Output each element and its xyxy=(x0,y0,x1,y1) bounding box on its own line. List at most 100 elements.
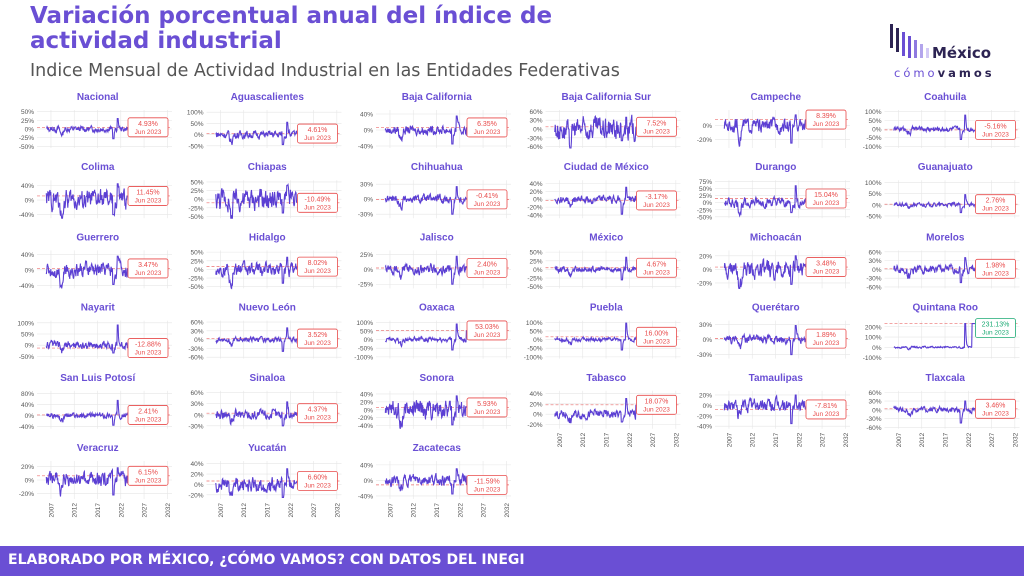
y-tick-label: -100% xyxy=(863,355,882,362)
x-tick-label: 2022 xyxy=(966,432,973,447)
y-tick-label: -25% xyxy=(188,205,203,212)
series-line xyxy=(723,185,806,218)
panel-title: Nuevo León xyxy=(239,303,296,314)
series-line xyxy=(554,398,637,424)
y-tick-label: -60% xyxy=(188,355,203,362)
y-tick-label: -50% xyxy=(866,135,881,142)
panel-title: Yucatán xyxy=(248,443,286,454)
panel-title: Morelos xyxy=(926,232,965,243)
panel-title: Jalisco xyxy=(420,232,454,243)
value-label-box xyxy=(466,320,508,341)
y-tick-label: 60% xyxy=(868,249,881,256)
panel-yucatán: Yucatán 40% 20% 0% -20% 6.60%Jun 2023 2007 2012… xyxy=(188,443,342,518)
period-label: Jun 2023 xyxy=(304,482,331,489)
y-tick-label: 30% xyxy=(868,399,881,406)
x-tick-label: 2017 xyxy=(434,503,441,518)
period-label: Jun 2023 xyxy=(982,206,1009,213)
value-label: 3.52% xyxy=(308,332,328,339)
value-label: 15.04% xyxy=(814,192,838,199)
series-line xyxy=(46,399,128,426)
value-label: 3.48% xyxy=(816,261,836,268)
value-label: 1.98% xyxy=(986,262,1006,269)
panel-title: Coahuila xyxy=(924,92,967,103)
value-label-box xyxy=(466,397,508,418)
value-label: 16.00% xyxy=(645,330,669,337)
x-tick-label: 2027 xyxy=(989,432,996,447)
value-label: 4.37% xyxy=(308,407,328,414)
value-label: 4.67% xyxy=(647,261,667,268)
y-tick-label: 40% xyxy=(529,391,542,398)
value-label: -5.16% xyxy=(984,123,1006,130)
period-label: Jun 2023 xyxy=(135,350,162,357)
value-label-box xyxy=(127,117,169,138)
panel-colima: Colima 40% 0% -40% 11.45%Jun 2023 xyxy=(19,162,172,219)
y-tick-label: 60% xyxy=(529,109,542,116)
value-label-box xyxy=(636,326,677,347)
y-tick-label: -40% xyxy=(358,493,373,500)
series-line xyxy=(893,257,976,284)
y-tick-label: 40% xyxy=(360,462,373,469)
value-label-box xyxy=(297,123,338,144)
value-label: -3.17% xyxy=(645,194,667,201)
series-line xyxy=(723,394,806,425)
series-line xyxy=(893,194,976,214)
y-tick-label: 30% xyxy=(360,182,373,189)
y-tick-label: 50% xyxy=(868,118,881,125)
series-line xyxy=(384,395,467,429)
y-tick-label: -40% xyxy=(697,424,712,431)
period-label: Jun 2023 xyxy=(304,268,331,275)
y-tick-label: 0% xyxy=(533,337,543,344)
panel-tamaulipas: Tamaulipas 20% 0% -20% -40% -7.81%Jun 2023 200… xyxy=(697,373,850,447)
panel-title: Guerrero xyxy=(76,232,119,243)
y-tick-label: -50% xyxy=(19,354,34,361)
y-tick-label: -20% xyxy=(697,137,712,144)
panel-michoacán: Michoacán 20% 0% -20% 3.48%Jun 2023 xyxy=(697,232,850,289)
series-line xyxy=(46,118,128,140)
y-tick-label: 30% xyxy=(190,401,203,408)
panel-title: Colima xyxy=(81,162,115,173)
panel-durango: Durango 75%50%25%0%-25%-50% 15.04%Jun 2023 xyxy=(697,162,850,221)
y-tick-label: 0% xyxy=(703,267,713,274)
period-label: Jun 2023 xyxy=(474,332,501,339)
y-tick-label: 20% xyxy=(529,189,542,196)
series-line xyxy=(554,256,637,281)
value-label: 6.60% xyxy=(308,474,328,481)
value-label: 231.13% xyxy=(982,322,1010,329)
y-tick-label: 0% xyxy=(194,267,204,274)
y-tick-label: -100% xyxy=(524,354,543,361)
x-tick-label: 2017 xyxy=(265,503,272,518)
x-tick-label: 2022 xyxy=(118,503,125,518)
y-tick-label: -25% xyxy=(358,282,373,289)
y-tick-label: 25% xyxy=(21,118,34,125)
value-label-box xyxy=(975,258,1016,279)
panel-campeche: Campeche 0% -20% 8.39%Jun 2023 xyxy=(697,92,850,148)
panel-title: Oaxaca xyxy=(419,303,455,314)
x-tick-label: 2022 xyxy=(627,432,634,447)
y-tick-label: -40% xyxy=(358,423,373,430)
y-tick-label: 25% xyxy=(529,258,542,265)
value-label: 6.35% xyxy=(477,121,497,128)
panel-title: Nayarit xyxy=(81,303,116,314)
footer-bar: ELABORADO POR MÉXICO, ¿CÓMO VAMOS? CON D… xyxy=(0,546,1024,576)
series-line xyxy=(215,327,298,352)
x-tick-label: 2032 xyxy=(843,432,850,447)
y-tick-label: 50% xyxy=(190,121,203,128)
y-tick-label: 0% xyxy=(194,412,204,419)
y-tick-label: 50% xyxy=(21,332,34,339)
value-label-box xyxy=(805,188,847,209)
period-label: Jun 2023 xyxy=(135,270,162,277)
x-tick-label: 2032 xyxy=(165,503,172,518)
y-tick-label: 0% xyxy=(25,127,35,134)
y-tick-label: -50% xyxy=(19,144,34,151)
logo-text-mexico: México xyxy=(932,44,992,62)
y-tick-label: -50% xyxy=(866,213,881,220)
panel-title: Ciudad de México xyxy=(564,162,649,173)
value-label-box xyxy=(297,328,338,349)
y-tick-label: -50% xyxy=(188,284,203,291)
period-label: Jun 2023 xyxy=(474,269,501,276)
y-tick-label: 100% xyxy=(356,320,373,327)
panel-title: Querétaro xyxy=(752,303,800,314)
y-tick-label: 0% xyxy=(703,123,713,130)
series-line xyxy=(384,186,467,215)
y-tick-label: 0% xyxy=(364,407,374,414)
